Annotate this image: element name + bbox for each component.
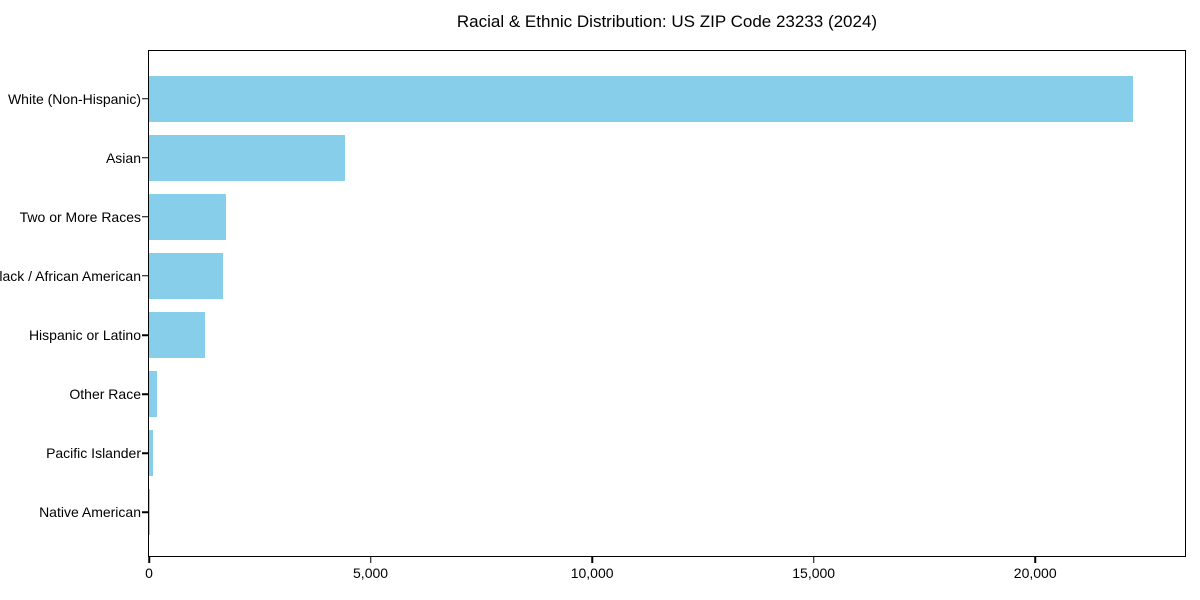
plot-area: White (Non-Hispanic) Asian Two or More Rac…: [0, 50, 1186, 581]
y-axis-tick: [142, 216, 148, 218]
y-axis-label: Asian: [105, 149, 141, 166]
x-axis-tick: [812, 557, 815, 563]
y-axis-label: Black / African American: [0, 267, 141, 284]
x-axis-tick-label: 20,000: [1013, 565, 1057, 581]
x-axis-tick-label: 15,000: [792, 565, 836, 581]
y-axis-tick: [142, 511, 148, 514]
x-axis-tick-label: 5,000: [353, 565, 389, 581]
bar-rows-container: White (Non-Hispanic) Asian Two or More Rac…: [0, 51, 1185, 556]
x-axis-tick: [369, 557, 372, 563]
bar: [149, 134, 345, 181]
bar: [149, 371, 157, 418]
y-axis-tick: [142, 334, 148, 336]
x-axis-tick: [148, 557, 150, 563]
y-axis-label: Other Race: [69, 386, 141, 403]
bar-row: Other Race: [69, 365, 1185, 424]
x-axis-tick-label: 10,000: [570, 565, 614, 581]
y-axis-label: Native American: [39, 504, 141, 521]
y-axis-label: Hispanic or Latino: [28, 327, 141, 344]
x-axis-tick: [591, 557, 593, 563]
bar: [149, 75, 1133, 122]
bar: [149, 312, 205, 359]
bar-row: Black / African American: [0, 246, 1185, 305]
bar-row: Two or More Races: [20, 187, 1185, 246]
y-axis-tick: [142, 275, 148, 277]
bar: [149, 252, 223, 299]
bar: [149, 430, 153, 477]
bar-row: Native American: [39, 483, 1185, 542]
bar-row: Asian: [106, 128, 1185, 187]
y-axis-tick: [142, 156, 148, 159]
x-axis-tick: [1034, 557, 1036, 563]
bar: [149, 489, 150, 536]
y-axis-label: White (Non-Hispanic): [7, 90, 141, 107]
y-axis-tick: [142, 97, 148, 100]
y-axis-label: Two or More Races: [19, 208, 141, 225]
chart-title: Racial & Ethnic Distribution: US ZIP Cod…: [456, 12, 878, 31]
y-axis-tick: [142, 393, 148, 395]
bar-row: White (Non-Hispanic): [8, 69, 1185, 128]
y-axis-label: Pacific Islander: [46, 445, 141, 462]
bar: [149, 193, 226, 240]
bar-row: Pacific Islander: [46, 424, 1185, 483]
y-axis-tick: [142, 452, 148, 455]
bar-row: Hispanic or Latino: [29, 306, 1185, 365]
x-axis-tick-label: 0: [145, 565, 153, 581]
